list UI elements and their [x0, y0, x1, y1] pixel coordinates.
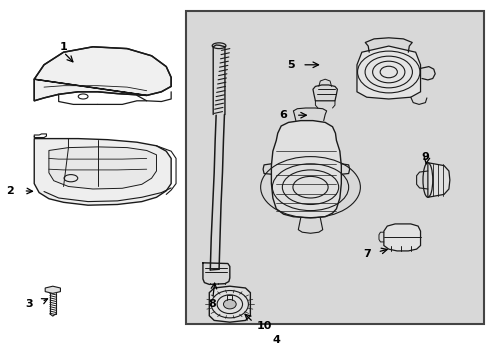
Text: 8: 8 — [208, 299, 216, 309]
Text: 9: 9 — [421, 152, 428, 162]
Text: 4: 4 — [272, 335, 280, 345]
Text: 3: 3 — [25, 299, 33, 309]
Polygon shape — [383, 224, 420, 251]
Text: 6: 6 — [279, 110, 287, 120]
Polygon shape — [34, 47, 171, 101]
Polygon shape — [427, 163, 449, 197]
FancyBboxPatch shape — [185, 11, 483, 324]
Polygon shape — [356, 46, 420, 99]
Text: 7: 7 — [362, 249, 370, 259]
Polygon shape — [271, 121, 341, 218]
Text: 5: 5 — [286, 60, 294, 70]
Polygon shape — [45, 286, 61, 293]
Polygon shape — [34, 139, 171, 205]
Polygon shape — [49, 147, 156, 189]
Text: 1: 1 — [60, 42, 67, 52]
Text: 10: 10 — [256, 321, 271, 331]
Text: 2: 2 — [6, 186, 14, 196]
Ellipse shape — [223, 300, 236, 309]
Polygon shape — [209, 286, 250, 322]
